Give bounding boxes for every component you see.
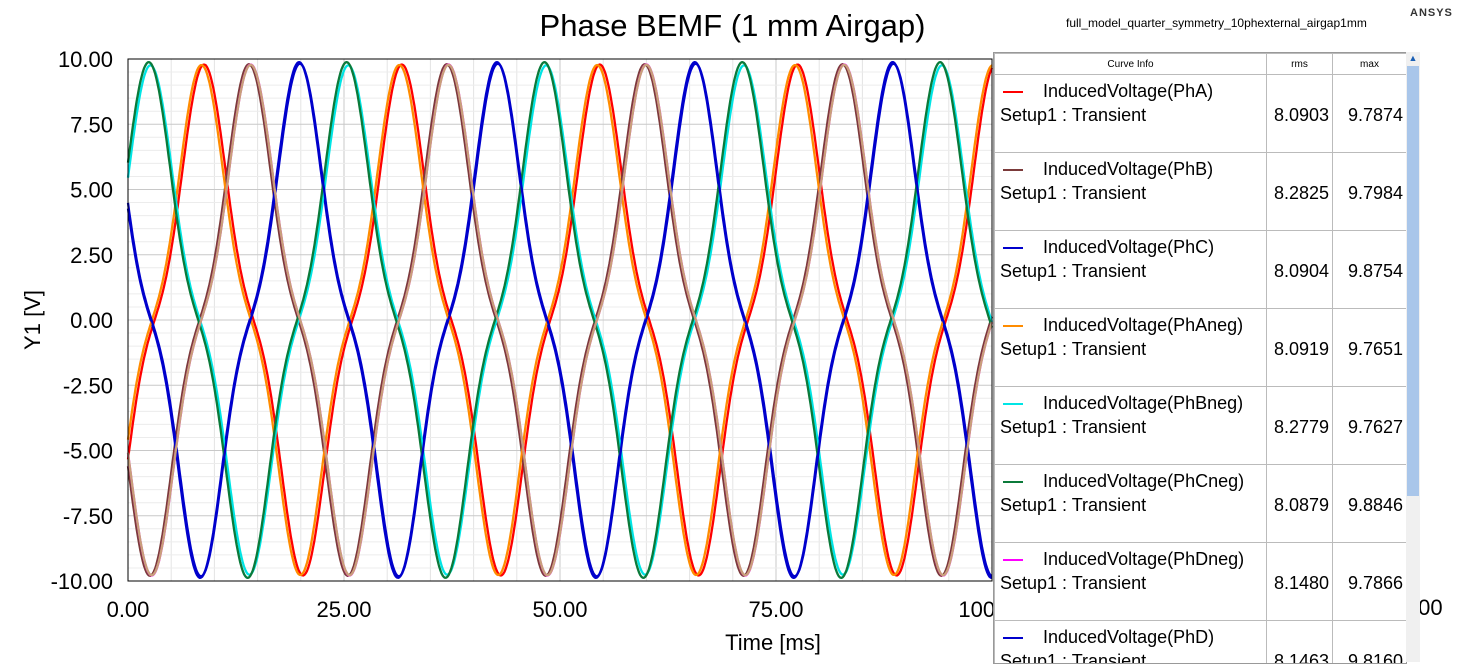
legend-curve-name: InducedVoltage(PhB): [1043, 159, 1213, 180]
legend-rms-cell: 8.1463: [1267, 621, 1333, 664]
ansys-logo: ANSYS: [1410, 7, 1453, 19]
legend-max-value: 9.7866: [1333, 573, 1403, 594]
y-tick-label: -7.50: [63, 504, 113, 529]
legend-row[interactable]: InducedVoltage(PhD) Setup1 : Transient 8.1…: [995, 621, 1407, 664]
legend-row[interactable]: InducedVoltage(PhB) Setup1 : Transient 8.2…: [995, 153, 1407, 231]
legend-max-value: 9.8160: [1333, 651, 1403, 664]
legend-header-max[interactable]: max: [1333, 54, 1407, 75]
legend-max-cell: 9.7984: [1333, 153, 1407, 231]
x-tick-label: 75.00: [748, 597, 803, 622]
legend-curve-name: InducedVoltage(PhAneg): [1043, 315, 1243, 336]
legend-setup-name: Setup1 : Transient: [1000, 105, 1146, 126]
legend-color-swatch: [1003, 91, 1023, 93]
legend-setup-name: Setup1 : Transient: [1000, 339, 1146, 360]
legend-rms-cell: 8.1480: [1267, 543, 1333, 621]
legend-rms-cell: 8.2825: [1267, 153, 1333, 231]
legend-max-value: 9.7627: [1333, 417, 1403, 438]
y-tick-label: 7.50: [70, 112, 113, 137]
legend-curve-info-cell[interactable]: InducedVoltage(PhC) Setup1 : Transient: [995, 231, 1267, 309]
legend-max-cell: 9.7866: [1333, 543, 1407, 621]
legend-max-value: 9.8846: [1333, 495, 1403, 516]
legend-max-cell: 9.8846: [1333, 465, 1407, 543]
y-tick-labels: 10.00 7.50 5.00 2.50 0.00 -2.50 -5.00 -7.50 -10.…: [51, 47, 113, 594]
y-tick-label: -2.50: [63, 373, 113, 398]
legend-header-rms[interactable]: rms: [1267, 54, 1333, 75]
x-tick-label: 50.00: [532, 597, 587, 622]
y-tick-label: 5.00: [70, 178, 113, 203]
legend-color-swatch: [1003, 169, 1023, 171]
legend-curve-name: InducedVoltage(PhCneg): [1043, 471, 1244, 492]
legend-row[interactable]: InducedVoltage(PhDneg) Setup1 : Transient…: [995, 543, 1407, 621]
legend-curve-info-cell[interactable]: InducedVoltage(PhA) Setup1 : Transient: [995, 75, 1267, 153]
legend-curve-name: InducedVoltage(PhBneg): [1043, 393, 1243, 414]
legend-rms-cell: 8.2779: [1267, 387, 1333, 465]
legend-row[interactable]: InducedVoltage(PhCneg) Setup1 : Transient…: [995, 465, 1407, 543]
legend-rms-value: 8.1463: [1267, 651, 1329, 664]
legend-max-cell: 9.7651: [1333, 309, 1407, 387]
legend-rms-value: 8.2825: [1267, 183, 1329, 204]
legend-row[interactable]: InducedVoltage(PhC) Setup1 : Transient 8.0…: [995, 231, 1407, 309]
legend-color-swatch: [1003, 403, 1023, 405]
legend-rms-cell: 8.0919: [1267, 309, 1333, 387]
legend-color-swatch: [1003, 559, 1023, 561]
legend-curve-info-cell[interactable]: InducedVoltage(PhBneg) Setup1 : Transient: [995, 387, 1267, 465]
legend-scrollbar[interactable]: ▲: [1406, 52, 1420, 662]
legend-color-swatch: [1003, 637, 1023, 639]
legend-rms-value: 8.0903: [1267, 105, 1329, 126]
legend-rms-value: 8.0919: [1267, 339, 1329, 360]
legend-curve-info-cell[interactable]: InducedVoltage(PhB) Setup1 : Transient: [995, 153, 1267, 231]
legend-curve-name: InducedVoltage(PhD): [1043, 627, 1214, 648]
legend-max-value: 9.8754: [1333, 261, 1403, 282]
y-axis-label: Y1 [V]: [20, 290, 45, 350]
legend-curve-name: InducedVoltage(PhC): [1043, 237, 1214, 258]
x-tick-label: 0.00: [107, 597, 150, 622]
y-tick-label: -5.00: [63, 439, 113, 464]
legend-rms-value: 8.0879: [1267, 495, 1329, 516]
scrollbar-thumb[interactable]: [1407, 66, 1419, 496]
legend-curve-info-cell[interactable]: InducedVoltage(PhCneg) Setup1 : Transient: [995, 465, 1267, 543]
legend-max-cell: 9.7874: [1333, 75, 1407, 153]
legend-setup-name: Setup1 : Transient: [1000, 573, 1146, 594]
legend-curve-name: InducedVoltage(PhDneg): [1043, 549, 1244, 570]
legend-curve-name: InducedVoltage(PhA): [1043, 81, 1213, 102]
x-axis-label: Time [ms]: [725, 630, 821, 655]
legend-color-swatch: [1003, 247, 1023, 249]
legend-curve-info-cell[interactable]: InducedVoltage(PhDneg) Setup1 : Transient: [995, 543, 1267, 621]
legend-header-curve-info[interactable]: Curve Info: [995, 54, 1267, 75]
legend-curve-info-cell[interactable]: InducedVoltage(PhD) Setup1 : Transient: [995, 621, 1267, 664]
legend-rms-cell: 8.0903: [1267, 75, 1333, 153]
y-tick-label: 2.50: [70, 243, 113, 268]
legend-row[interactable]: InducedVoltage(PhBneg) Setup1 : Transient…: [995, 387, 1407, 465]
legend-max-value: 9.7874: [1333, 105, 1403, 126]
legend-setup-name: Setup1 : Transient: [1000, 651, 1146, 664]
design-name: full_model_quarter_symmetry_10phexternal…: [1066, 16, 1367, 30]
legend-setup-name: Setup1 : Transient: [1000, 495, 1146, 516]
legend-max-cell: 9.8160: [1333, 621, 1407, 664]
legend-setup-name: Setup1 : Transient: [1000, 183, 1146, 204]
legend-setup-name: Setup1 : Transient: [1000, 417, 1146, 438]
legend-max-value: 9.7984: [1333, 183, 1403, 204]
scroll-up-arrow-icon[interactable]: ▲: [1406, 52, 1420, 64]
legend-row[interactable]: InducedVoltage(PhA) Setup1 : Transient 8.0…: [995, 75, 1407, 153]
legend-curve-info-cell[interactable]: InducedVoltage(PhAneg) Setup1 : Transient: [995, 309, 1267, 387]
y-tick-label: -10.00: [51, 569, 113, 594]
legend-table[interactable]: Curve Info rms max InducedVoltage(PhA) Se…: [993, 52, 1407, 664]
legend-max-cell: 9.7627: [1333, 387, 1407, 465]
legend-setup-name: Setup1 : Transient: [1000, 261, 1146, 282]
legend-color-swatch: [1003, 325, 1023, 327]
legend-rms-value: 8.1480: [1267, 573, 1329, 594]
legend-rms-cell: 8.0879: [1267, 465, 1333, 543]
legend-rms-cell: 8.0904: [1267, 231, 1333, 309]
legend-color-swatch: [1003, 481, 1023, 483]
y-tick-label: 10.00: [58, 47, 113, 72]
legend-rms-value: 8.0904: [1267, 261, 1329, 282]
x-tick-label: 25.00: [316, 597, 371, 622]
y-tick-label: 0.00: [70, 308, 113, 333]
legend-rms-value: 8.2779: [1267, 417, 1329, 438]
legend-max-value: 9.7651: [1333, 339, 1403, 360]
legend-max-cell: 9.8754: [1333, 231, 1407, 309]
legend-row[interactable]: InducedVoltage(PhAneg) Setup1 : Transient…: [995, 309, 1407, 387]
